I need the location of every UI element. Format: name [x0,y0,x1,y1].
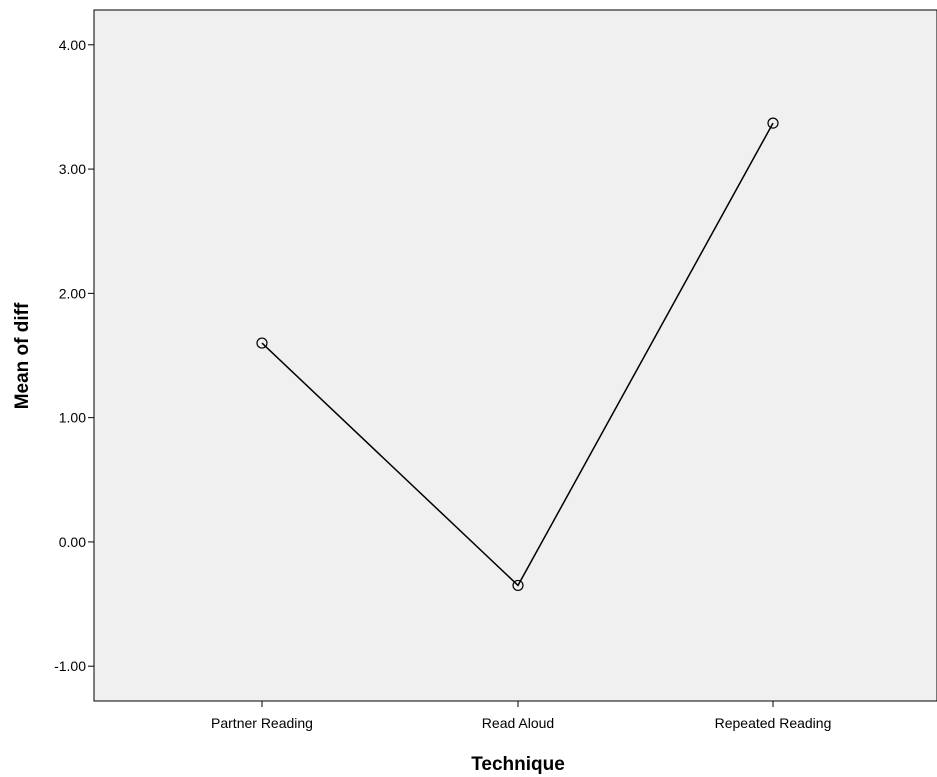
y-tick-label: 2.00 [59,285,86,301]
x-axis-title: Technique [471,754,565,775]
y-axis: -1.00 0.00 1.00 2.00 3.00 4.00 [54,37,94,674]
series-line [261,122,774,587]
series-layer [256,117,779,592]
y-tick-label: 3.00 [59,161,86,177]
data-point [512,579,524,592]
data-point [256,337,268,349]
x-tick-label: Partner Reading [211,715,313,731]
y-tick-label: 4.00 [59,37,86,53]
plot-area [93,9,937,702]
x-axis: Partner Reading Read Aloud Repeated Readin… [211,701,831,731]
y-tick-label: 1.00 [59,410,86,426]
y-tick-label: -1.00 [54,658,86,674]
y-axis-title: Mean of diff [12,302,33,409]
x-tick-label: Repeated Reading [715,715,832,731]
y-tick-label: 0.00 [59,534,86,550]
data-point [767,117,779,129]
x-tick-label: Read Aloud [482,715,554,731]
